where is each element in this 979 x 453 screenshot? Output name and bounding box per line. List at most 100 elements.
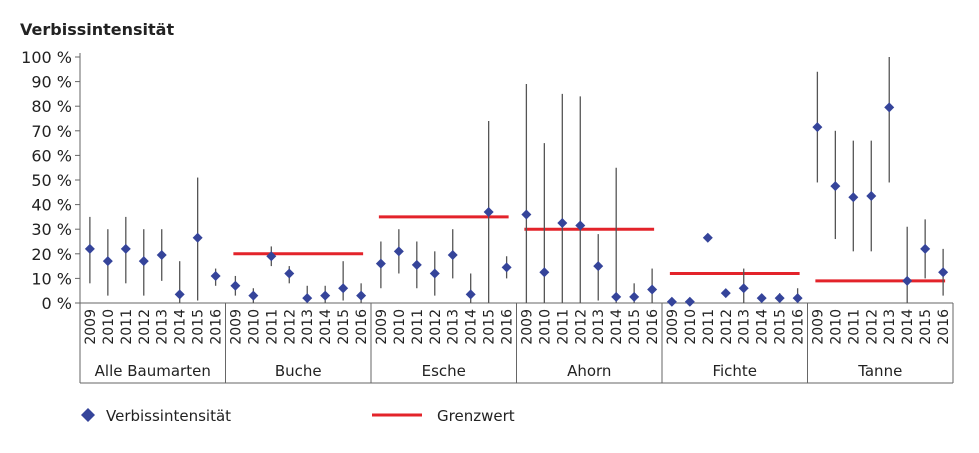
data-point	[848, 192, 859, 203]
data-point	[920, 243, 931, 254]
year-tick-label: 2016	[500, 309, 516, 345]
year-tick-label: 2011	[701, 309, 717, 345]
year-tick-label: 2016	[209, 309, 225, 345]
data-point	[393, 246, 404, 257]
data-point	[684, 296, 695, 307]
year-tick-label: 2010	[392, 309, 408, 345]
year-tick-label: 2012	[573, 309, 589, 345]
year-tick-label: 2009	[374, 309, 390, 345]
year-tick-label: 2014	[609, 309, 625, 345]
year-tick-label: 2014	[173, 309, 189, 345]
data-point	[429, 268, 440, 279]
y-tick-label: 20 %	[31, 245, 72, 264]
y-tick-label: 10 %	[31, 269, 72, 288]
data-point	[411, 259, 422, 270]
year-tick-label: 2013	[882, 309, 898, 345]
data-point	[774, 293, 785, 304]
year-tick-label: 2015	[336, 309, 352, 345]
year-tick-label: 2012	[719, 309, 735, 345]
data-point	[866, 190, 877, 201]
data-point	[593, 261, 604, 272]
data-point	[174, 289, 185, 300]
data-point	[447, 250, 458, 261]
data-point	[647, 284, 658, 295]
year-tick-label: 2016	[645, 309, 661, 345]
y-tick-label: 30 %	[31, 220, 72, 239]
data-point	[720, 288, 731, 299]
y-tick-label: 40 %	[31, 196, 72, 215]
legend: Verbissintensität Grenzwert	[81, 407, 515, 425]
year-tick-label: 2009	[810, 309, 826, 345]
y-tick-label: 80 %	[31, 97, 72, 116]
year-tick-label: 2015	[627, 309, 643, 345]
data-point	[483, 206, 494, 217]
data-point	[792, 293, 803, 304]
legend-label-verbissintensitaet: Verbissintensität	[106, 407, 231, 425]
year-tick-label: 2012	[137, 309, 153, 345]
year-tick-label: 2011	[410, 309, 426, 345]
data-point	[666, 296, 677, 307]
data-point	[84, 243, 95, 254]
group-label: Fichte	[712, 362, 757, 380]
year-tick-label: 2009	[228, 309, 244, 345]
year-tick-label: 2010	[101, 309, 117, 345]
group-label: Buche	[275, 362, 322, 380]
legend-diamond-marker	[81, 408, 95, 422]
data-point	[284, 268, 295, 279]
data-point	[192, 232, 203, 243]
data-point	[702, 232, 713, 243]
data-point	[756, 293, 767, 304]
data-point	[539, 267, 550, 278]
data-point	[557, 218, 568, 229]
year-tick-label: 2009	[665, 309, 681, 345]
year-tick-label: 2013	[737, 309, 753, 345]
year-tick-label: 2013	[446, 309, 462, 345]
year-tick-label: 2014	[318, 309, 334, 345]
data-point	[629, 291, 640, 302]
chart-title: Verbissintensität	[20, 20, 174, 39]
year-tick-label: 2015	[773, 309, 789, 345]
data-point	[230, 280, 241, 291]
year-tick-label: 2016	[791, 309, 807, 345]
data-point	[375, 258, 386, 269]
data-point	[938, 267, 949, 278]
data-point	[338, 283, 349, 294]
group-label: Alle Baumarten	[95, 362, 211, 380]
data-point	[302, 293, 313, 304]
data-point	[138, 256, 149, 267]
data-point	[611, 291, 622, 302]
year-tick-label: 2009	[519, 309, 535, 345]
data-point	[248, 290, 259, 301]
data-point	[210, 270, 221, 281]
year-tick-label: 2010	[828, 309, 844, 345]
data-point	[266, 251, 277, 262]
year-tick-label: 2011	[264, 309, 280, 345]
year-tick-label: 2016	[936, 309, 952, 345]
year-tick-label: 2013	[300, 309, 316, 345]
year-tick-label: 2012	[282, 309, 298, 345]
data-point	[902, 275, 913, 286]
year-tick-label: 2014	[755, 309, 771, 345]
year-tick-label: 2014	[464, 309, 480, 345]
data-point	[830, 181, 841, 192]
data-point	[156, 250, 167, 261]
year-tick-label: 2015	[482, 309, 498, 345]
year-tick-label: 2011	[119, 309, 135, 345]
year-tick-label: 2015	[918, 309, 934, 345]
year-tick-label: 2011	[846, 309, 862, 345]
year-tick-label: 2013	[591, 309, 607, 345]
data-point	[575, 220, 586, 231]
data-point	[320, 290, 331, 301]
y-tick-label: 0 %	[42, 294, 72, 313]
year-tick-label: 2012	[864, 309, 880, 345]
data-point	[120, 243, 131, 254]
year-tick-label: 2010	[683, 309, 699, 345]
data-point	[102, 256, 113, 267]
group-label: Tanne	[857, 362, 902, 380]
year-tick-label: 2013	[155, 309, 171, 345]
data-point	[501, 262, 512, 273]
year-tick-label: 2010	[537, 309, 553, 345]
legend-label-grenzwert: Grenzwert	[437, 407, 515, 425]
data-point	[465, 289, 476, 300]
